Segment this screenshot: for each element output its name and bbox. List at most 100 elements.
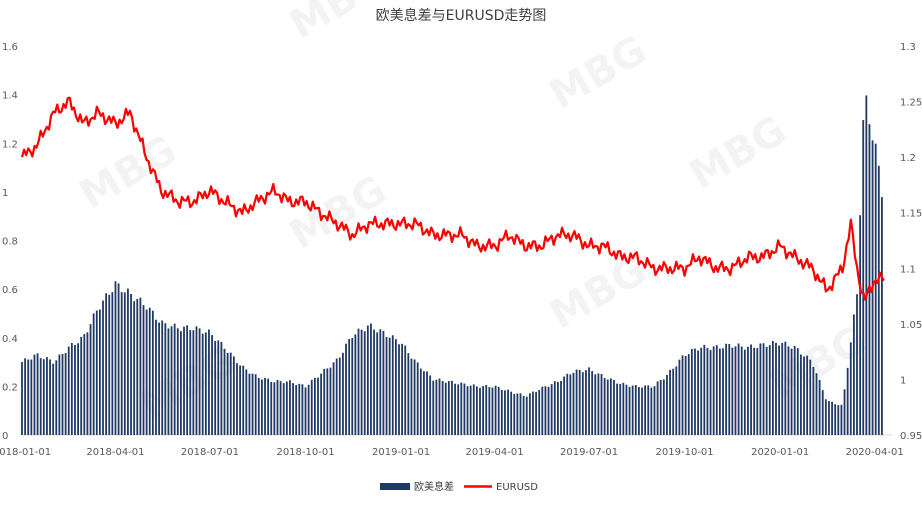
spread-bar	[831, 401, 833, 435]
spread-bar	[528, 393, 531, 435]
x-tick-label: 2019-10-01	[656, 447, 714, 458]
spread-bar	[722, 348, 724, 435]
spread-bar	[176, 328, 179, 435]
right-tick-label: 1.25	[900, 98, 922, 109]
watermark-text: MBG	[542, 27, 654, 118]
spread-bar	[510, 391, 513, 435]
spread-bar	[102, 300, 104, 435]
spread-bar	[457, 384, 460, 435]
x-tick-label: 2019-04-01	[465, 447, 523, 458]
spread-bar	[276, 380, 279, 435]
spread-bar	[881, 197, 883, 435]
spread-bar	[257, 377, 260, 435]
spread-bar	[675, 366, 678, 435]
spread-bar	[326, 368, 329, 435]
spread-bar	[451, 380, 453, 435]
legend-swatch-bar	[380, 483, 410, 490]
spread-bar	[500, 390, 503, 435]
spread-bar	[148, 307, 151, 435]
spread-bar	[690, 348, 693, 435]
spread-bar	[232, 356, 235, 435]
spread-bar	[410, 358, 413, 435]
spread-bar	[307, 384, 310, 435]
spread-bar	[793, 345, 796, 435]
spread-bar	[644, 385, 647, 435]
spread-bar	[809, 359, 812, 435]
spread-bar	[173, 323, 176, 435]
x-tick-label: 2020-04-01	[846, 447, 904, 458]
spread-bar	[376, 332, 379, 435]
spread-bar	[161, 320, 164, 435]
spread-bar	[139, 297, 142, 435]
spread-bar	[828, 401, 830, 435]
line-series	[20, 96, 885, 301]
spread-bar	[519, 393, 522, 435]
spread-bar	[454, 383, 456, 435]
spread-bar	[407, 353, 410, 435]
spread-bar	[220, 341, 223, 435]
spread-bar	[304, 387, 307, 435]
spread-bar	[631, 385, 634, 435]
spread-bar	[74, 344, 76, 435]
spread-bar	[712, 346, 715, 435]
spread-bar	[538, 390, 541, 435]
spread-bar	[700, 347, 703, 435]
spread-bar	[747, 346, 749, 435]
spread-bar	[158, 322, 160, 435]
spread-bar	[142, 305, 145, 435]
spread-bar	[236, 363, 238, 435]
spread-bar	[460, 382, 463, 435]
spread-bar	[463, 383, 466, 435]
spread-bar	[348, 338, 351, 435]
spread-bar	[591, 371, 594, 435]
spread-bar	[201, 333, 204, 435]
spread-bar	[762, 343, 765, 435]
spread-bar	[541, 386, 544, 435]
spread-bar	[719, 348, 721, 435]
spread-bar	[198, 328, 201, 435]
spread-bar	[856, 294, 858, 435]
spread-bar	[248, 373, 251, 435]
spread-bar	[52, 363, 55, 435]
spread-bar	[840, 404, 843, 435]
spread-bar	[803, 356, 805, 435]
spread-bar	[522, 395, 525, 435]
spread-bar	[472, 384, 475, 435]
spread-bar	[167, 328, 170, 435]
spread-bar	[385, 337, 388, 435]
spread-bar	[504, 390, 506, 435]
spread-bar	[186, 325, 189, 435]
spread-bar	[429, 375, 432, 435]
spread-bar	[379, 329, 382, 435]
spread-bar	[21, 362, 23, 435]
spread-bar	[703, 344, 706, 435]
watermark-text: MBG	[72, 127, 184, 218]
spread-bar	[824, 399, 827, 435]
spread-bar	[46, 357, 48, 435]
spread-bar	[130, 293, 132, 435]
spread-bar	[563, 376, 566, 435]
spread-bar	[781, 343, 784, 435]
spread-bar	[731, 347, 734, 435]
spread-bar	[818, 379, 821, 435]
spread-bar	[778, 345, 781, 435]
spread-bar	[323, 368, 326, 435]
spread-bar	[251, 373, 254, 435]
spread-bar	[229, 352, 232, 435]
spread-bar	[282, 383, 285, 435]
spread-bar	[672, 368, 675, 435]
x-axis: 2018-01-01 2018-04-01 2018-07-01 2018-10-01…	[0, 447, 904, 458]
spread-bar	[419, 368, 422, 435]
spread-bar	[435, 379, 438, 435]
spread-bar	[179, 331, 182, 435]
spread-bar	[245, 369, 248, 435]
spread-bar	[80, 336, 83, 435]
spread-bar	[787, 346, 790, 435]
spread-bar	[391, 335, 394, 435]
spread-bar	[728, 344, 731, 435]
legend-label-line: EURUSD	[496, 482, 538, 493]
spread-bar	[837, 405, 840, 435]
right-tick-label: 1.1	[900, 264, 916, 275]
spread-bar	[768, 345, 771, 435]
spread-bar	[61, 353, 64, 435]
